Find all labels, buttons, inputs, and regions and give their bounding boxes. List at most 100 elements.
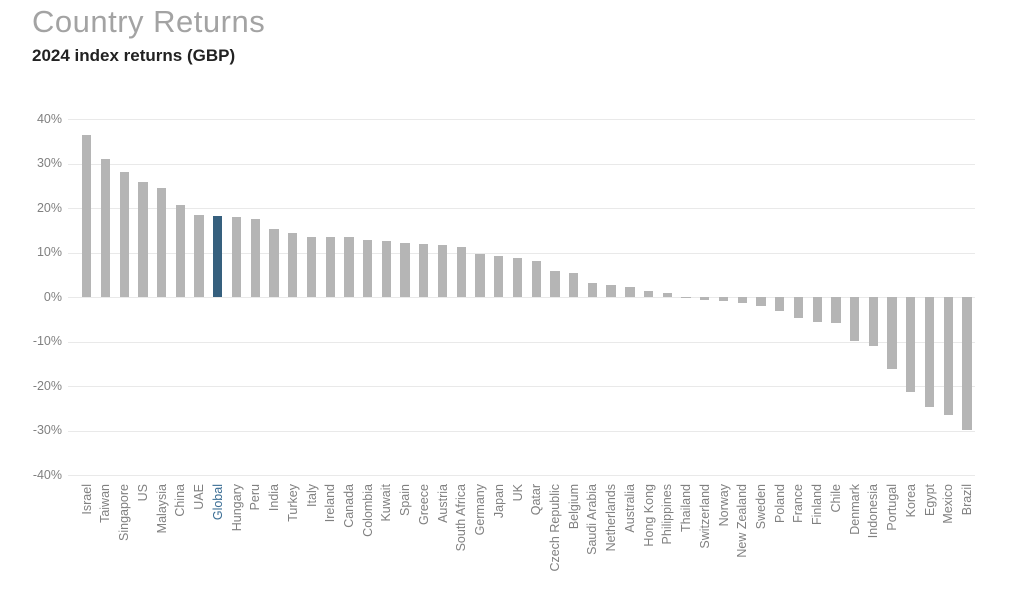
bar-switzerland [700, 297, 710, 301]
xlabel-australia: Australia [622, 484, 638, 592]
bar-us [138, 181, 148, 297]
xlabel-egypt: Egypt [922, 484, 938, 592]
xlabel-poland: Poland [772, 484, 788, 592]
y-tick-label: 20% [36, 200, 62, 215]
bar-austria [437, 244, 448, 297]
bar-taiwan [100, 159, 111, 297]
x-axis-label-text: UK [510, 484, 525, 502]
bar-brazil [962, 297, 972, 431]
x-axis-label-text: South Africa [454, 484, 469, 552]
bar-canada [344, 236, 354, 297]
xlabel-colombia: Colombia [360, 484, 376, 592]
x-axis-label-text: Australia [622, 484, 637, 533]
x-axis-label-text: Global [210, 484, 225, 521]
x-axis-label-text: Colombia [360, 484, 375, 537]
xlabel-uk: UK [510, 484, 526, 592]
x-axis-label-text: Malaysia [154, 484, 169, 534]
x-axis-label-text: Singapore [117, 484, 132, 541]
xlabel-south-africa: South Africa [453, 484, 469, 592]
x-axis-label-text: Netherlands [604, 484, 619, 552]
x-axis-label-text: Czech Republic [548, 484, 562, 572]
page-title: Country Returns [32, 4, 266, 39]
xlabel-hungary: Hungary [229, 484, 245, 592]
x-axis-label-text: Kuwait [379, 484, 394, 522]
xlabel-israel: Israel [79, 484, 95, 592]
xlabel-japan: Japan [491, 484, 507, 592]
x-axis-label-text: France [791, 484, 806, 523]
xlabel-spain: Spain [397, 484, 413, 592]
xlabel-brazil: Brazil [959, 484, 975, 592]
bar-south-africa [456, 246, 466, 297]
bar-philippines [662, 292, 672, 298]
x-axis-label-text: Italy [304, 484, 319, 507]
bar-greece [419, 244, 429, 297]
bar-china [175, 205, 186, 297]
xlabel-singapore: Singapore [116, 484, 132, 592]
y-tick-label: -40% [32, 467, 62, 482]
xlabel-sweden: Sweden [753, 484, 769, 592]
x-axis-label-text: Germany [473, 484, 487, 536]
xlabel-malaysia: Malaysia [154, 484, 170, 592]
bar-sweden [756, 297, 766, 306]
x-axis-label-text: Indonesia [866, 484, 881, 539]
x-axis-label-text: India [267, 484, 281, 512]
bar-saudi-arabia [587, 283, 598, 297]
xlabel-norway: Norway [716, 484, 732, 592]
x-axis-label-text: Belgium [566, 484, 581, 530]
x-axis-label-text: Japan [491, 484, 506, 519]
xlabel-ireland: Ireland [322, 484, 338, 592]
xlabel-thailand: Thailand [678, 484, 694, 592]
y-tick-label: -20% [32, 378, 62, 393]
xlabel-indonesia: Indonesia [865, 484, 881, 592]
y-tick-label: -10% [32, 334, 62, 348]
bar-qatar [531, 261, 541, 297]
bar-hong-kong [643, 290, 654, 297]
bar-turkey [288, 233, 298, 297]
bar-portugal [887, 297, 897, 370]
bar-japan [494, 256, 504, 297]
bar-thailand [681, 297, 691, 299]
xlabel-belgium: Belgium [566, 484, 582, 592]
x-axis-label-text: Mexico [941, 484, 956, 524]
bar-finland [812, 297, 822, 323]
bar-hungary [231, 217, 242, 297]
xlabel-philippines: Philippines [659, 484, 675, 592]
xlabel-switzerland: Switzerland [697, 484, 713, 592]
bar-belgium [569, 272, 579, 297]
plot-area [68, 119, 975, 476]
x-axis-label-text: Austria [435, 484, 450, 523]
xlabel-turkey: Turkey [285, 484, 301, 592]
gridline-0% [68, 297, 975, 298]
x-axis-label-text: Hungary [229, 484, 244, 532]
bar-uae [194, 215, 204, 297]
x-axis-label-text: US [135, 484, 150, 502]
xlabel-italy: Italy [304, 484, 320, 592]
xlabel-hong-kong: Hong Kong [641, 484, 657, 592]
x-axis-label-text: Greece [416, 484, 431, 525]
xlabel-denmark: Denmark [847, 484, 863, 592]
bar-germany [475, 253, 485, 297]
bar-peru [250, 218, 260, 297]
x-axis-label-text: Switzerland [697, 484, 712, 549]
bar-czech-republic [550, 271, 560, 297]
xlabel-finland: Finland [809, 484, 825, 592]
x-axis-label-text: China [173, 484, 188, 517]
bar-poland [775, 297, 785, 311]
xlabel-france: France [790, 484, 806, 592]
x-axis-label-text: Denmark [847, 484, 862, 535]
bar-colombia [362, 240, 373, 297]
y-tick-label: 10% [36, 245, 62, 259]
bar-mexico [943, 297, 953, 415]
bar-chile [831, 297, 841, 323]
bar-norway [718, 297, 729, 301]
x-axis-label-text: Chile [828, 484, 843, 513]
xlabel-canada: Canada [341, 484, 357, 592]
x-axis-label-text: Poland [772, 484, 787, 523]
x-axis-label-text: Sweden [754, 484, 768, 530]
xlabel-czech-republic: Czech Republic [547, 484, 563, 592]
bar-australia [625, 287, 635, 297]
gridline--10% [68, 341, 975, 343]
xlabel-austria: Austria [435, 484, 451, 592]
bar-new-zealand [737, 297, 747, 304]
